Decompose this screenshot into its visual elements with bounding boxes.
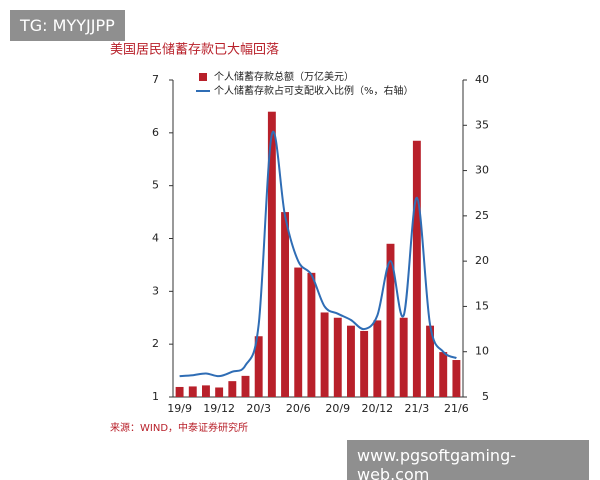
x-tick-label: 20/3 — [246, 402, 271, 415]
bar — [267, 111, 276, 397]
legend-swatch — [199, 73, 207, 81]
source: 来源：WIND，中泰证券研究所 — [110, 421, 248, 434]
bar — [254, 336, 263, 397]
bar — [241, 375, 250, 397]
watermark: www.pgsoftgaming-web.com — [347, 440, 589, 480]
legend-label: 个人储蓄存款总额（万亿美元） — [214, 70, 354, 83]
bar — [399, 317, 408, 397]
x-tick-label: 20/12 — [361, 402, 393, 415]
bar — [452, 360, 461, 397]
y-tick-label: 1 — [152, 390, 159, 403]
bar — [347, 325, 355, 397]
y-tick-label: 5 — [152, 179, 159, 192]
x-tick-label: 19/12 — [203, 402, 235, 415]
bar — [333, 317, 342, 397]
bar — [202, 385, 210, 397]
x-tick-label: 20/6 — [286, 402, 311, 415]
bar — [439, 352, 448, 397]
bar — [412, 140, 421, 397]
bar — [215, 387, 224, 397]
bar — [228, 381, 237, 397]
bar — [188, 386, 197, 397]
watermark: TG: MYYJJPP — [10, 10, 125, 41]
x-tick-label: 21/3 — [405, 402, 430, 415]
y2-tick-label: 5 — [482, 390, 489, 403]
bar — [281, 212, 289, 397]
y-tick-label: 2 — [152, 337, 159, 350]
x-tick-label: 20/9 — [325, 402, 350, 415]
bar — [373, 320, 382, 397]
line — [179, 130, 457, 378]
chart-title: 美国居民储蓄存款已大幅回落 — [110, 43, 279, 58]
bar — [426, 325, 434, 397]
bar — [307, 272, 316, 397]
y2-tick-label: 35 — [475, 118, 489, 131]
y2-tick-label: 25 — [475, 209, 489, 222]
y2-tick-label: 15 — [475, 299, 489, 312]
y2-tick-label: 30 — [475, 164, 489, 177]
x-tick-label: 21/6 — [444, 402, 469, 415]
bar — [320, 312, 329, 397]
y2-tick-label: 10 — [475, 345, 489, 358]
bar — [175, 386, 184, 397]
y2-tick-label: 40 — [475, 73, 489, 86]
bar — [360, 330, 369, 397]
legend-label: 个人储蓄存款占可支配收入比例（%，右轴） — [214, 84, 414, 97]
y2-tick-label: 20 — [475, 254, 489, 267]
y-tick-label: 3 — [152, 284, 159, 297]
x-tick-label: 19/9 — [167, 402, 192, 415]
bar — [294, 267, 303, 397]
bar — [386, 243, 395, 397]
y-tick-label: 6 — [152, 126, 159, 139]
y-tick-label: 4 — [152, 232, 159, 245]
y-tick-label: 7 — [152, 73, 159, 86]
